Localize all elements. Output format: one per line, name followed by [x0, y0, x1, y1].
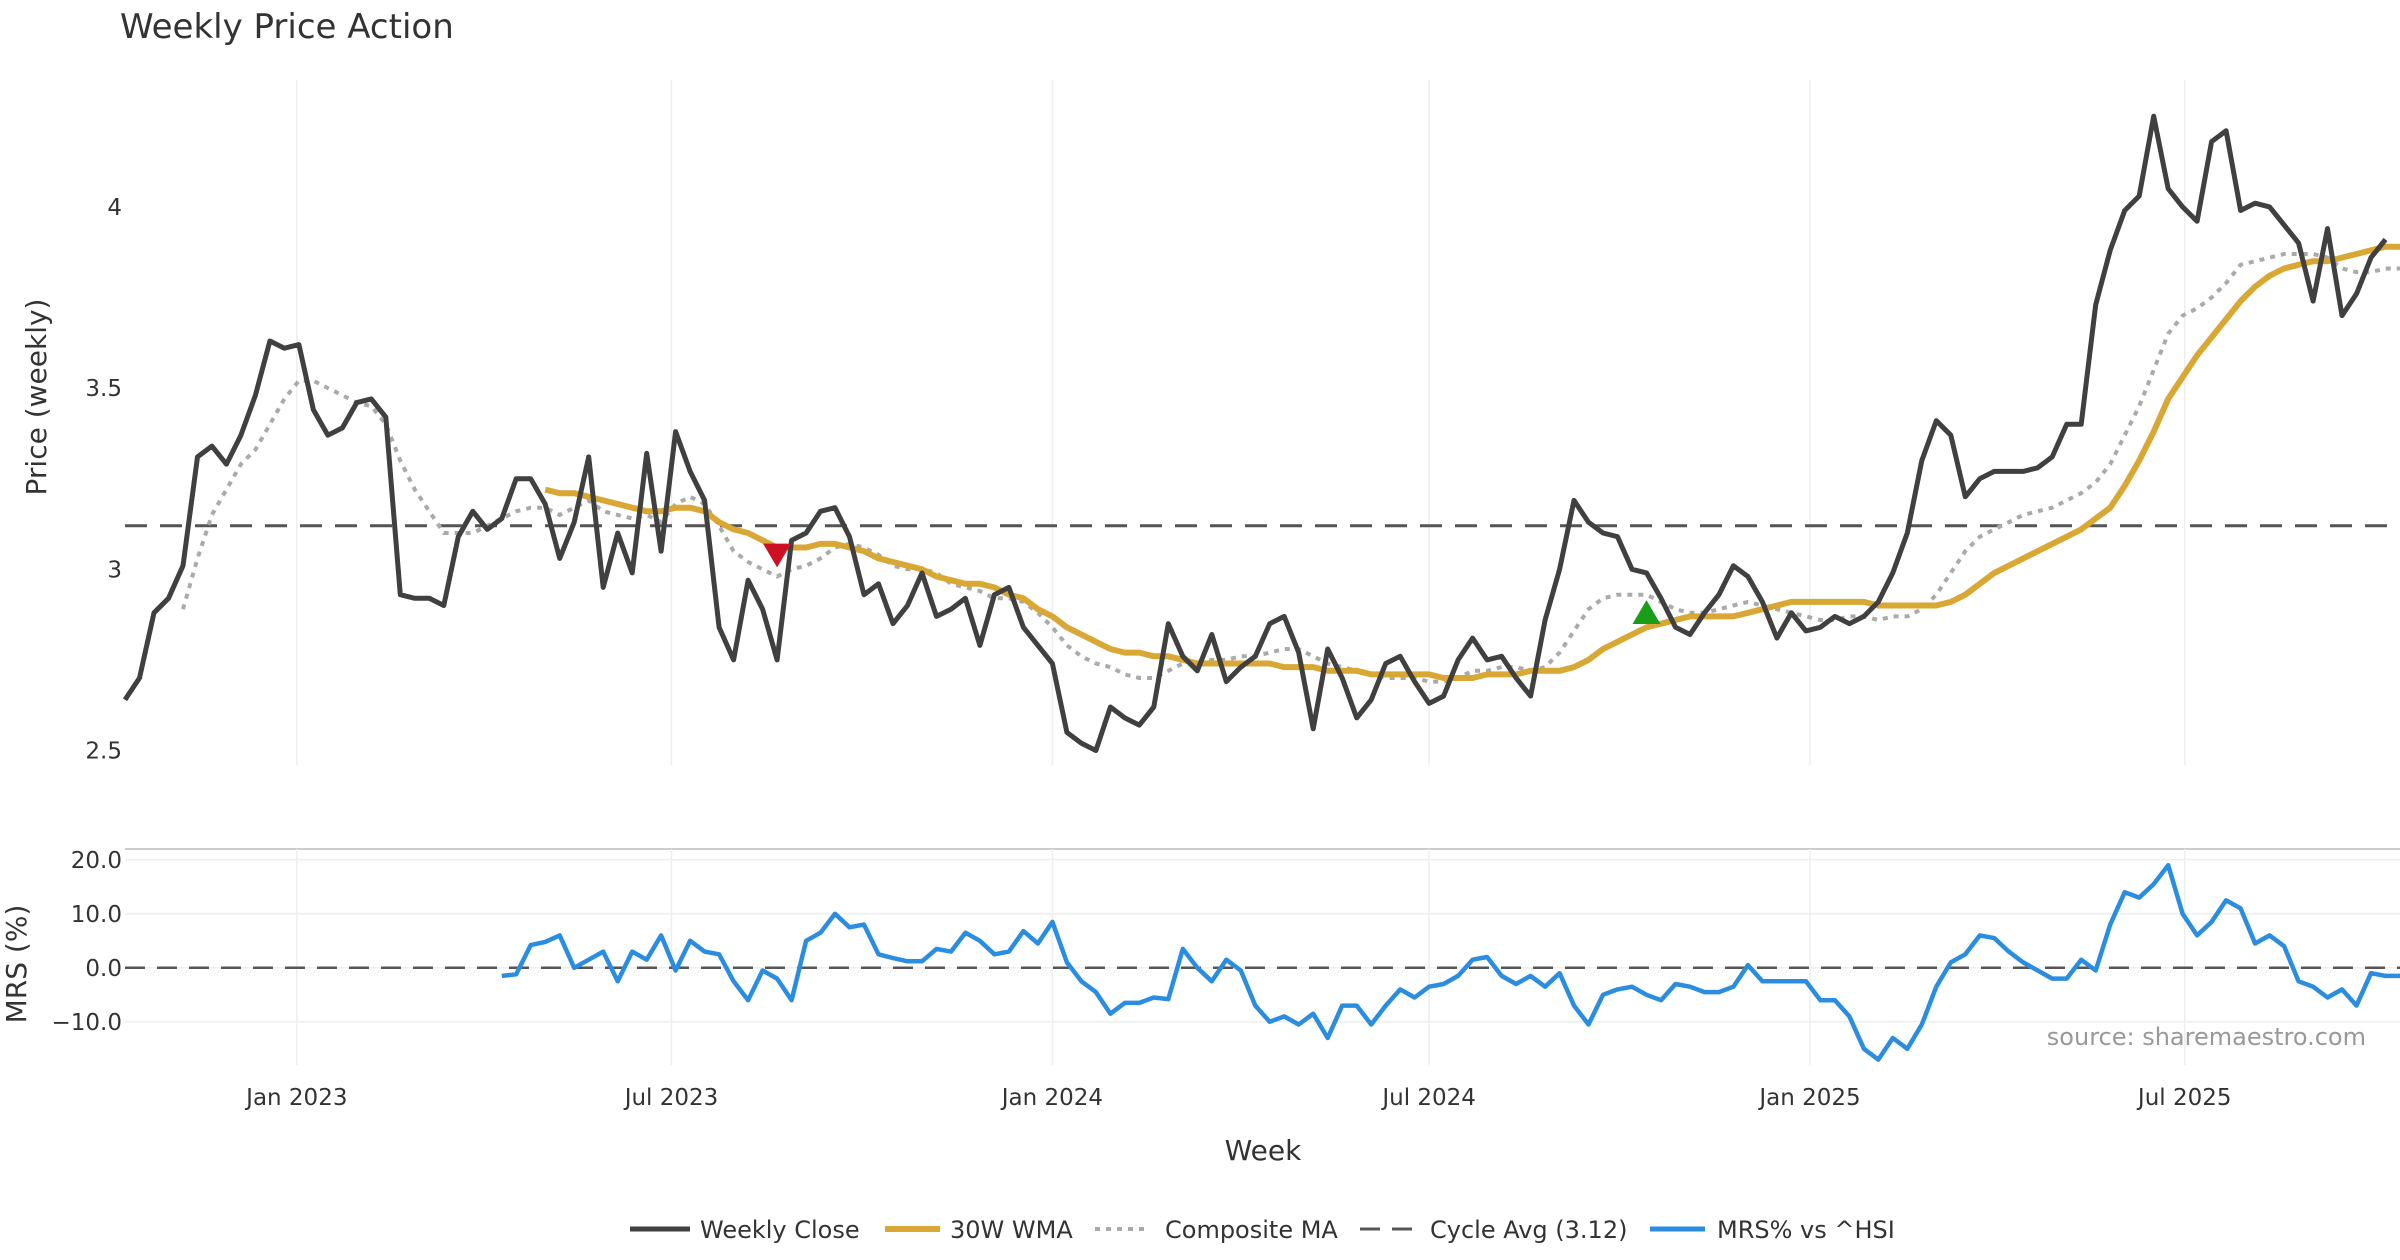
mrs-y-ticks: 20.0 10.0 0.0 −10.0: [52, 848, 122, 1036]
x-tick-label: Jul 2025: [2136, 1085, 2232, 1111]
legend-label-composite-ma: Composite MA: [1165, 1216, 1338, 1244]
price-y-axis-label: Price (weekly): [20, 299, 53, 496]
signal-marker-down: [763, 543, 792, 568]
chart-title: Weekly Price Action: [120, 7, 454, 47]
mrs-y-tick-label: 10.0: [71, 902, 122, 928]
price-panel: 2.5 3 3.5 4 Price (weekly): [20, 80, 2400, 765]
signal-marker-up: [1632, 600, 1661, 624]
x-tick-label: Jan 2023: [244, 1085, 347, 1111]
price-y-tick-label: 3.5: [85, 376, 122, 402]
x-axis-label: Week: [1225, 1134, 1302, 1167]
mrs-y-axis-label: MRS (%): [0, 905, 33, 1024]
price-y-tick-label: 4: [107, 195, 122, 221]
price-y-tick-label: 3: [107, 557, 122, 583]
mrs-y-tick-label: 0.0: [85, 956, 122, 982]
x-tick-label: Jul 2024: [1380, 1085, 1476, 1111]
legend-label-weekly-close: Weekly Close: [700, 1216, 860, 1244]
x-tick-label: Jul 2023: [623, 1085, 719, 1111]
mrs-y-tick-label: 20.0: [71, 848, 122, 874]
mrs-y-tick-label: −10.0: [52, 1010, 122, 1036]
series-line-mrs: [501, 862, 2400, 1062]
series-line-composite-ma: [181, 252, 2400, 684]
legend-label-cycle-avg: Cycle Avg (3.12): [1430, 1216, 1627, 1244]
mrs-panel: 20.0 10.0 0.0 −10.0 MRS (%) source: sharema…: [0, 848, 2400, 1065]
legend: Weekly Close 30W WMA Composite MA Cycle …: [630, 1216, 1895, 1244]
price-y-ticks: 2.5 3 3.5 4: [85, 195, 122, 765]
price-grid: [296, 80, 2186, 765]
series-line-weekly-close: [122, 113, 2388, 753]
signal-markers: [763, 543, 1661, 624]
price-y-tick-label: 2.5: [85, 739, 122, 765]
x-tick-label: Jan 2025: [1757, 1085, 1860, 1111]
source-note: source: sharemaestro.com: [2047, 1023, 2366, 1051]
x-tick-label: Jan 2024: [1000, 1085, 1103, 1111]
legend-label-mrs: MRS% vs ^HSI: [1717, 1216, 1895, 1244]
legend-label-30w-wma: 30W WMA: [950, 1216, 1073, 1244]
mrs-grid: [125, 849, 2400, 1065]
x-axis-ticks: Jan 2023 Jul 2023 Jan 2024 Jul 2024 Jan 2025…: [244, 1085, 2231, 1111]
